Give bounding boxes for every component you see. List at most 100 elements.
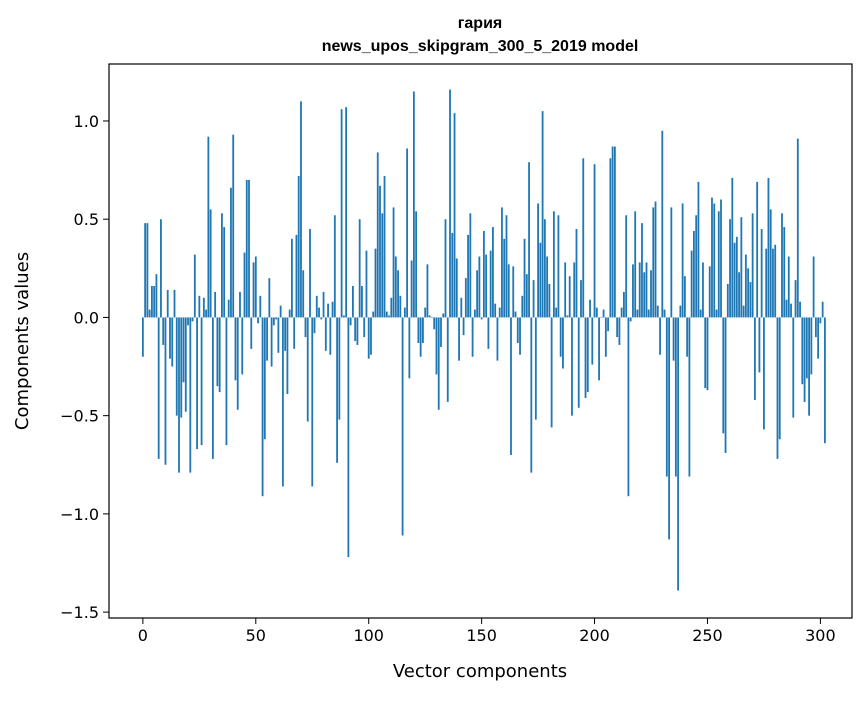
bar-270 [751, 213, 754, 318]
bar-71 [302, 270, 305, 318]
bar-217 [632, 264, 634, 318]
bar-291 [799, 301, 801, 318]
bar-238 [679, 305, 682, 318]
bar-159 [501, 207, 503, 318]
bar-137 [451, 232, 454, 318]
bar-42 [236, 317, 239, 410]
bar-35 [221, 213, 223, 318]
bar-268 [747, 268, 750, 318]
bar-86 [336, 317, 338, 463]
bar-255 [717, 211, 720, 318]
bar-76 [313, 317, 316, 334]
bar-229 [659, 317, 661, 355]
bar-88 [340, 109, 343, 318]
x-tick-label: 50 [246, 626, 266, 645]
bar-228 [656, 305, 659, 318]
bar-282 [778, 317, 781, 440]
bar-41 [234, 317, 237, 381]
bar-245 [695, 215, 698, 318]
bar-26 [200, 317, 203, 446]
bar-250 [706, 317, 709, 391]
bar-300 [819, 317, 822, 324]
bar-40 [232, 134, 235, 318]
bar-234 [670, 207, 673, 318]
bar-115 [401, 317, 404, 536]
bar-174 [534, 317, 537, 420]
bar-148 [476, 270, 479, 318]
bar-168 [521, 295, 524, 318]
bar-185 [559, 317, 562, 357]
bar-236 [674, 317, 677, 477]
bar-226 [652, 207, 655, 318]
bar-48 [250, 317, 253, 349]
bar-112 [394, 256, 397, 318]
y-tick-label: −1.5 [60, 603, 99, 622]
bar-178 [543, 219, 546, 318]
bar-167 [519, 317, 521, 355]
bar-31 [211, 317, 214, 459]
bar-64 [286, 317, 289, 395]
y-axis-ticks: −1.5 −1.0 −0.5 0.0 0.5 1.0 [60, 112, 109, 622]
bar-7 [157, 317, 160, 459]
bar-187 [564, 262, 567, 318]
bar-256 [720, 199, 722, 318]
bar-25 [198, 295, 201, 318]
bar-36 [223, 227, 226, 318]
bar-1 [144, 223, 147, 318]
bar-149 [478, 256, 481, 318]
bar-197 [586, 317, 589, 393]
bar-60 [277, 317, 280, 353]
bar-179 [546, 256, 549, 318]
bar-8 [160, 219, 162, 318]
bar-65 [288, 309, 291, 318]
bar-4 [151, 285, 153, 318]
bar-150 [480, 317, 483, 320]
bar-143 [464, 278, 467, 318]
bar-192 [575, 229, 578, 318]
bar-237 [677, 317, 680, 591]
bar-154 [489, 250, 492, 318]
bar-272 [756, 181, 759, 318]
bar-263 [735, 236, 738, 318]
bar-260 [729, 219, 731, 318]
bar-273 [758, 317, 761, 373]
bar-133 [442, 313, 445, 318]
bar-251 [708, 266, 711, 318]
bar-196 [584, 317, 587, 398]
bar-220 [638, 262, 641, 318]
bar-224 [647, 309, 650, 318]
bar-17 [180, 317, 183, 418]
bar-257 [722, 317, 725, 434]
bar-119 [410, 260, 413, 318]
bar-252 [711, 197, 713, 318]
bar-163 [510, 317, 512, 455]
bar-205 [604, 317, 607, 357]
bar-180 [548, 284, 551, 318]
bar-102 [372, 311, 375, 318]
x-tick-label: 300 [805, 626, 836, 645]
bar-231 [663, 309, 666, 318]
bar-297 [812, 256, 815, 318]
bar-122 [417, 317, 420, 343]
bar-294 [805, 317, 808, 379]
bar-114 [399, 295, 402, 318]
bar-266 [742, 305, 745, 318]
bar-79 [320, 317, 323, 320]
bar-157 [496, 317, 499, 361]
bar-242 [688, 317, 691, 477]
bar-89 [342, 315, 345, 318]
bar-128 [431, 317, 433, 319]
bar-169 [523, 238, 526, 318]
bar-269 [749, 282, 752, 318]
bar-92 [349, 317, 352, 326]
bar-84 [331, 301, 334, 318]
bar-23 [193, 254, 196, 318]
bar-189 [568, 276, 571, 318]
bar-29 [207, 136, 210, 318]
bar-3 [148, 309, 151, 318]
x-tick-label: 0 [138, 626, 148, 645]
bar-21 [189, 317, 192, 473]
bar-171 [528, 162, 530, 318]
bar-131 [437, 317, 440, 410]
